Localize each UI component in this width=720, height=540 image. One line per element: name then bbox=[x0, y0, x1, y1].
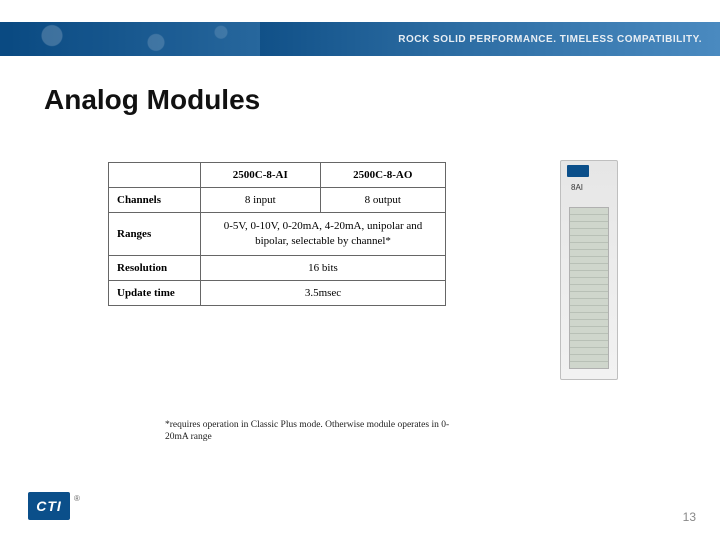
page-number: 13 bbox=[683, 510, 696, 524]
logo-mark: CTI bbox=[28, 492, 70, 520]
cell-value-merged: 16 bits bbox=[201, 255, 446, 280]
row-label: Ranges bbox=[109, 213, 201, 256]
cell-value-merged: 0-5V, 0-10V, 0-20mA, 4-20mA, unipolar an… bbox=[201, 213, 446, 256]
cell-value: 8 output bbox=[320, 188, 445, 213]
table-row: Channels 8 input 8 output bbox=[109, 188, 446, 213]
footnote-text: *requires operation in Classic Plus mode… bbox=[165, 420, 465, 444]
banner-tagline: ROCK SOLID PERFORMANCE. TIMELESS COMPATI… bbox=[398, 34, 702, 45]
module-terminal-block bbox=[569, 207, 609, 369]
blank-corner-cell bbox=[109, 163, 201, 188]
page-title: Analog Modules bbox=[44, 84, 260, 116]
table-row: Update time 3.5msec bbox=[109, 280, 446, 305]
module-photo-placeholder: 8AI bbox=[560, 160, 618, 380]
row-label: Resolution bbox=[109, 255, 201, 280]
registered-symbol: ® bbox=[74, 494, 80, 503]
module-type-label: 8AI bbox=[571, 183, 583, 192]
module-brand-badge bbox=[567, 165, 589, 177]
table-row: Resolution 16 bits bbox=[109, 255, 446, 280]
table-row: Ranges 0-5V, 0-10V, 0-20mA, 4-20mA, unip… bbox=[109, 213, 446, 256]
row-label: Channels bbox=[109, 188, 201, 213]
spec-table: 2500C-8-AI 2500C-8-AO Channels 8 input 8… bbox=[108, 162, 446, 306]
slide-root: ROCK SOLID PERFORMANCE. TIMELESS COMPATI… bbox=[0, 0, 720, 540]
cell-value: 8 input bbox=[201, 188, 321, 213]
col-header: 2500C-8-AO bbox=[320, 163, 445, 188]
row-label: Update time bbox=[109, 280, 201, 305]
spec-table-container: 2500C-8-AI 2500C-8-AO Channels 8 input 8… bbox=[108, 162, 446, 306]
header-banner: ROCK SOLID PERFORMANCE. TIMELESS COMPATI… bbox=[0, 22, 720, 56]
brand-logo: CTI ® bbox=[28, 492, 80, 520]
col-header: 2500C-8-AI bbox=[201, 163, 321, 188]
cell-value-merged: 3.5msec bbox=[201, 280, 446, 305]
table-header-row: 2500C-8-AI 2500C-8-AO bbox=[109, 163, 446, 188]
